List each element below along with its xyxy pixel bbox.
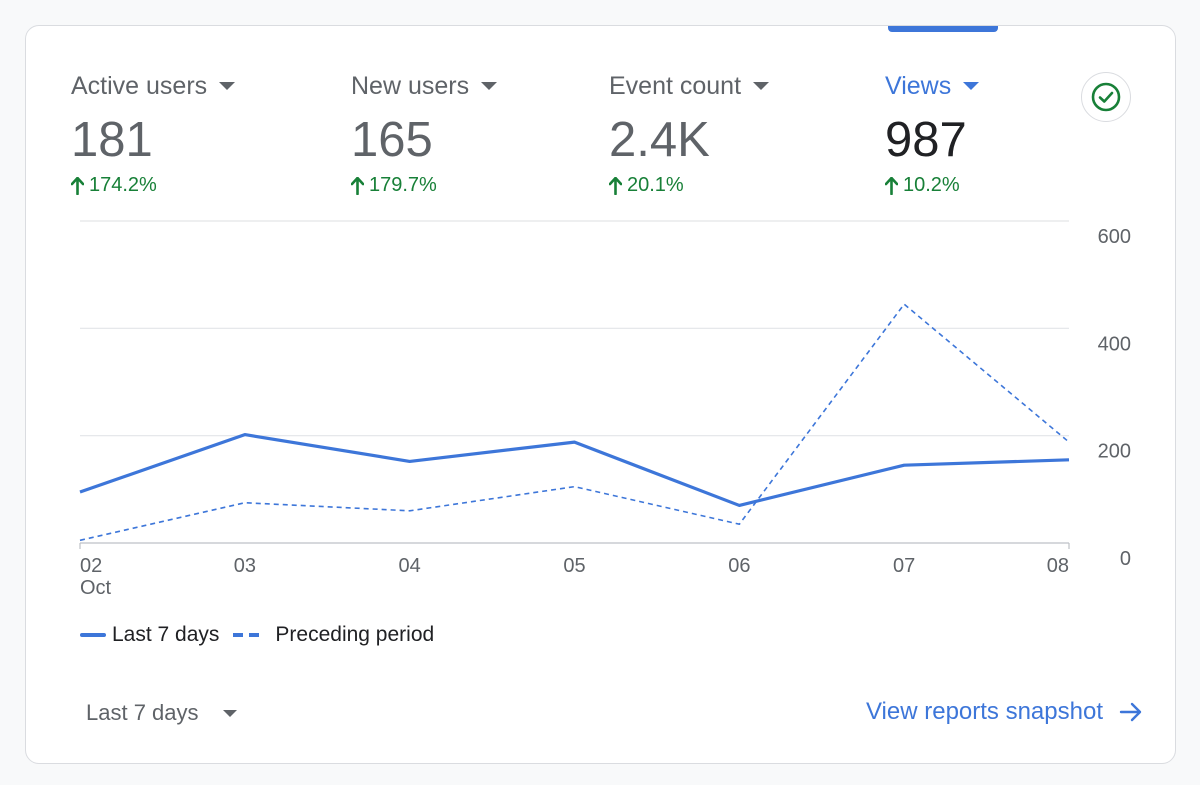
x-tick-label: 06 xyxy=(728,555,750,577)
solid-line-swatch xyxy=(80,633,106,637)
legend-item-last-period: Last 7 days xyxy=(80,623,219,647)
check-circle-icon xyxy=(1091,82,1121,112)
metric-label: Event count xyxy=(609,71,742,100)
x-tick-sublabel: Oct xyxy=(80,577,112,599)
metric-change: 20.1% xyxy=(627,174,684,196)
x-tick-label: 02 xyxy=(80,555,102,577)
metric-change: 174.2% xyxy=(89,174,157,196)
metric-change: 10.2% xyxy=(903,174,960,196)
metric-label: Views xyxy=(885,71,952,100)
selected-metric-indicator xyxy=(888,26,998,32)
metric-value: 181 xyxy=(71,113,153,167)
arrow-up-icon xyxy=(885,176,898,195)
series-line-preceding-period xyxy=(79,303,1070,542)
views-summary-card: Active users 181 174.2% New users 165 17… xyxy=(25,25,1176,764)
caret-down-icon xyxy=(219,82,236,90)
arrow-up-icon xyxy=(71,176,84,195)
view-reports-snapshot-link[interactable]: View reports snapshot xyxy=(866,698,1143,726)
x-tick-label: 04 xyxy=(399,555,421,577)
dashed-line-swatch xyxy=(233,633,260,637)
legend-label: Last 7 days xyxy=(112,623,220,646)
y-tick-label: 0 xyxy=(1120,548,1131,570)
arrow-up-icon xyxy=(351,176,364,195)
y-tick-label: 200 xyxy=(1098,441,1131,463)
metric-label: New users xyxy=(351,71,470,100)
caret-down-icon xyxy=(753,82,770,90)
metric-active-users[interactable]: Active users 181 174.2% xyxy=(71,66,236,197)
metric-views[interactable]: Views 987 10.2% xyxy=(885,66,980,197)
metric-label: Active users xyxy=(71,71,208,100)
metric-change: 179.7% xyxy=(369,174,437,196)
view-link-label: View reports snapshot xyxy=(865,698,1103,725)
x-tick-label: 08 xyxy=(1047,555,1069,577)
date-range-dropdown[interactable]: Last 7 days xyxy=(86,700,237,726)
insights-check-button[interactable] xyxy=(1081,72,1131,122)
metric-event-count[interactable]: Event count 2.4K 20.1% xyxy=(609,66,770,197)
date-range-label: Last 7 days xyxy=(86,700,199,725)
series-line-last-period xyxy=(79,432,1070,508)
metric-new-users[interactable]: New users 165 179.7% xyxy=(351,66,498,197)
caret-down-icon xyxy=(222,709,237,717)
legend-item-preceding-period: Preceding period xyxy=(233,623,434,647)
chart-legend: Last 7 days Preceding period xyxy=(80,623,448,647)
y-tick-label: 400 xyxy=(1098,333,1131,355)
caret-down-icon xyxy=(481,82,498,90)
legend-label: Preceding period xyxy=(275,623,435,646)
x-tick-label: 03 xyxy=(234,555,256,577)
caret-down-icon xyxy=(963,82,980,90)
y-tick-label: 600 xyxy=(1098,226,1131,248)
x-tick-label: 05 xyxy=(563,555,585,577)
arrow-up-icon xyxy=(609,176,622,195)
views-line-chart: 0 200 400 600 02 03 04 05 06 07 08 Oct xyxy=(79,220,1131,599)
x-tick-label: 07 xyxy=(893,555,915,577)
metric-value: 165 xyxy=(351,113,433,167)
metric-value: 987 xyxy=(885,113,967,167)
arrow-right-icon xyxy=(1119,702,1142,722)
metric-value: 2.4K xyxy=(609,113,710,167)
